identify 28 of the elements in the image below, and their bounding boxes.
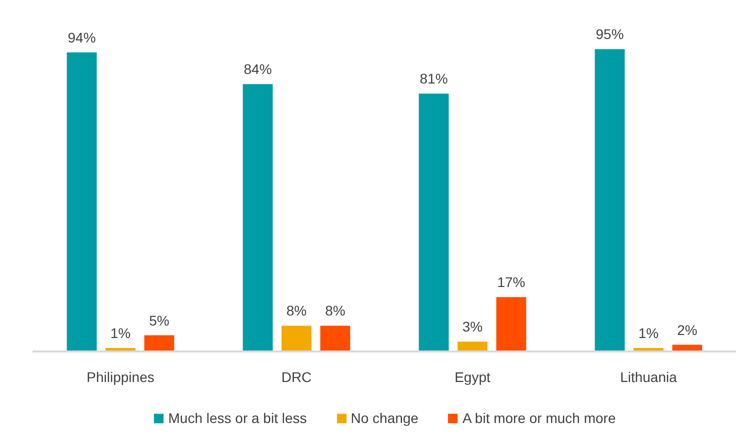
x-tick-label: Egypt (454, 369, 491, 386)
data-label: 2% (677, 322, 698, 338)
data-label: 8% (325, 302, 346, 319)
data-label: 3% (462, 318, 483, 335)
data-label: 95% (596, 26, 624, 42)
bar (496, 297, 526, 352)
data-label: 84% (244, 61, 272, 78)
data-label: 81% (420, 70, 448, 87)
bar (66, 52, 97, 352)
legend-label: A bit more or much more (462, 410, 616, 426)
data-label: 5% (149, 312, 170, 328)
data-label: 17% (497, 274, 526, 290)
bar (144, 335, 174, 352)
bar (282, 326, 312, 352)
bar (418, 94, 449, 352)
bar (242, 84, 273, 352)
bar (458, 342, 488, 352)
data-label: 1% (110, 324, 131, 341)
data-label: 94% (68, 29, 96, 46)
legend-label: No change (350, 410, 418, 426)
x-tick-label: Lithuania (620, 369, 678, 386)
data-label: 1% (638, 324, 659, 341)
bar (594, 49, 625, 352)
x-tick-label: Philippines (86, 369, 154, 386)
legend-label: Much less or a bit less (168, 410, 307, 426)
data-label: 8% (286, 302, 307, 319)
bar (320, 326, 350, 352)
x-tick-label: DRC (281, 369, 312, 386)
